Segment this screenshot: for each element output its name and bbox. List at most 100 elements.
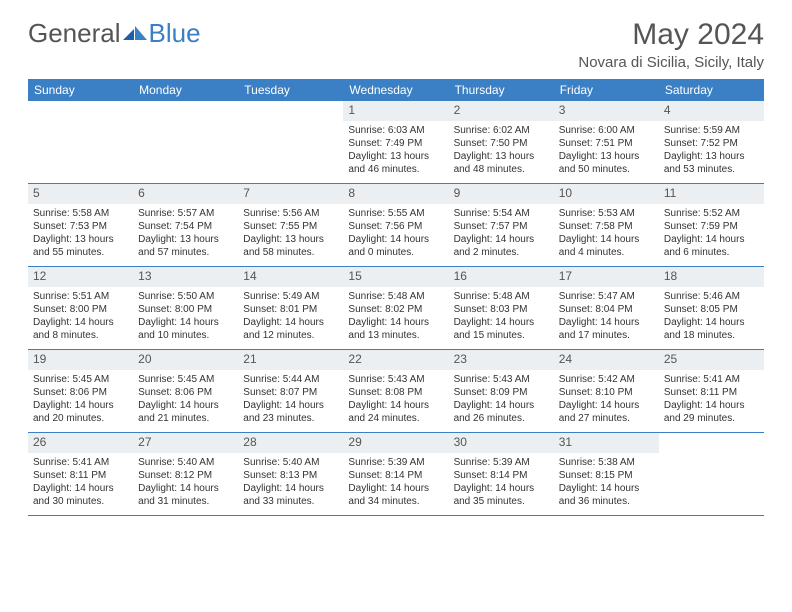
day-number: 22 (343, 350, 448, 370)
daylight-line: Daylight: 13 hours and 57 minutes. (138, 233, 233, 259)
daylight-line: Daylight: 13 hours and 46 minutes. (348, 150, 443, 176)
day-cell (659, 433, 764, 515)
daylight-line: Daylight: 13 hours and 50 minutes. (559, 150, 654, 176)
day-cell: 2Sunrise: 6:02 AMSunset: 7:50 PMDaylight… (449, 101, 554, 183)
daylight-line: Daylight: 14 hours and 29 minutes. (664, 399, 759, 425)
day-number: 6 (133, 184, 238, 204)
day-number: 1 (343, 101, 448, 121)
sunset-line: Sunset: 7:57 PM (454, 220, 549, 233)
day-cell: 8Sunrise: 5:55 AMSunset: 7:56 PMDaylight… (343, 184, 448, 266)
day-number: 26 (28, 433, 133, 453)
sunrise-line: Sunrise: 5:58 AM (33, 207, 128, 220)
daylight-line: Daylight: 14 hours and 20 minutes. (33, 399, 128, 425)
sunset-line: Sunset: 8:00 PM (138, 303, 233, 316)
day-cell: 26Sunrise: 5:41 AMSunset: 8:11 PMDayligh… (28, 433, 133, 515)
daylight-line: Daylight: 14 hours and 26 minutes. (454, 399, 549, 425)
sunrise-line: Sunrise: 6:03 AM (348, 124, 443, 137)
sunrise-line: Sunrise: 5:41 AM (664, 373, 759, 386)
day-cell: 17Sunrise: 5:47 AMSunset: 8:04 PMDayligh… (554, 267, 659, 349)
sunset-line: Sunset: 8:03 PM (454, 303, 549, 316)
sunrise-line: Sunrise: 5:46 AM (664, 290, 759, 303)
sunrise-line: Sunrise: 5:59 AM (664, 124, 759, 137)
sunrise-line: Sunrise: 5:40 AM (243, 456, 338, 469)
day-header: Tuesday (238, 79, 343, 101)
day-cell: 30Sunrise: 5:39 AMSunset: 8:14 PMDayligh… (449, 433, 554, 515)
month-title: May 2024 (578, 18, 764, 52)
day-number: 24 (554, 350, 659, 370)
sunset-line: Sunset: 8:11 PM (33, 469, 128, 482)
day-cell: 29Sunrise: 5:39 AMSunset: 8:14 PMDayligh… (343, 433, 448, 515)
daylight-line: Daylight: 13 hours and 48 minutes. (454, 150, 549, 176)
week-row: 1Sunrise: 6:03 AMSunset: 7:49 PMDaylight… (28, 101, 764, 184)
day-number: 3 (554, 101, 659, 121)
sunrise-line: Sunrise: 5:48 AM (454, 290, 549, 303)
sunset-line: Sunset: 7:51 PM (559, 137, 654, 150)
sunrise-line: Sunrise: 5:55 AM (348, 207, 443, 220)
daylight-line: Daylight: 14 hours and 12 minutes. (243, 316, 338, 342)
day-number: 19 (28, 350, 133, 370)
day-number: 21 (238, 350, 343, 370)
daylight-line: Daylight: 13 hours and 53 minutes. (664, 150, 759, 176)
day-number: 29 (343, 433, 448, 453)
sunrise-line: Sunrise: 5:52 AM (664, 207, 759, 220)
day-number: 16 (449, 267, 554, 287)
day-cell: 19Sunrise: 5:45 AMSunset: 8:06 PMDayligh… (28, 350, 133, 432)
daylight-line: Daylight: 14 hours and 27 minutes. (559, 399, 654, 425)
sunset-line: Sunset: 8:06 PM (33, 386, 128, 399)
day-number: 9 (449, 184, 554, 204)
sunrise-line: Sunrise: 5:43 AM (348, 373, 443, 386)
day-cell: 11Sunrise: 5:52 AMSunset: 7:59 PMDayligh… (659, 184, 764, 266)
sunset-line: Sunset: 8:00 PM (33, 303, 128, 316)
day-number: 7 (238, 184, 343, 204)
day-cell: 12Sunrise: 5:51 AMSunset: 8:00 PMDayligh… (28, 267, 133, 349)
calendar: SundayMondayTuesdayWednesdayThursdayFrid… (28, 79, 764, 516)
daylight-line: Daylight: 14 hours and 10 minutes. (138, 316, 233, 342)
day-cell: 15Sunrise: 5:48 AMSunset: 8:02 PMDayligh… (343, 267, 448, 349)
sunset-line: Sunset: 7:50 PM (454, 137, 549, 150)
sunset-line: Sunset: 7:53 PM (33, 220, 128, 233)
day-cell: 10Sunrise: 5:53 AMSunset: 7:58 PMDayligh… (554, 184, 659, 266)
sunrise-line: Sunrise: 5:57 AM (138, 207, 233, 220)
sunrise-line: Sunrise: 5:41 AM (33, 456, 128, 469)
day-cell: 13Sunrise: 5:50 AMSunset: 8:00 PMDayligh… (133, 267, 238, 349)
day-cell: 5Sunrise: 5:58 AMSunset: 7:53 PMDaylight… (28, 184, 133, 266)
sunset-line: Sunset: 8:08 PM (348, 386, 443, 399)
sunrise-line: Sunrise: 5:51 AM (33, 290, 128, 303)
daylight-line: Daylight: 14 hours and 17 minutes. (559, 316, 654, 342)
daylight-line: Daylight: 14 hours and 33 minutes. (243, 482, 338, 508)
sunrise-line: Sunrise: 5:43 AM (454, 373, 549, 386)
sunset-line: Sunset: 7:52 PM (664, 137, 759, 150)
sunrise-line: Sunrise: 5:39 AM (454, 456, 549, 469)
sunset-line: Sunset: 7:55 PM (243, 220, 338, 233)
sunrise-line: Sunrise: 5:44 AM (243, 373, 338, 386)
day-header: Friday (554, 79, 659, 101)
day-cell: 21Sunrise: 5:44 AMSunset: 8:07 PMDayligh… (238, 350, 343, 432)
day-cell: 3Sunrise: 6:00 AMSunset: 7:51 PMDaylight… (554, 101, 659, 183)
week-row: 26 Sunrise: 5:41 AMSunset: 8:11 PM Dayligh… (28, 433, 764, 516)
day-cell: 16Sunrise: 5:48 AMSunset: 8:03 PMDayligh… (449, 267, 554, 349)
sunset-line: Sunset: 7:58 PM (559, 220, 654, 233)
sunrise-line: Sunrise: 5:49 AM (243, 290, 338, 303)
sunrise-line: Sunrise: 6:02 AM (454, 124, 549, 137)
day-number: 11 (659, 184, 764, 204)
week-row: 12Sunrise: 5:51 AMSunset: 8:00 PMDayligh… (28, 267, 764, 350)
day-number: 12 (28, 267, 133, 287)
day-header: Thursday (449, 79, 554, 101)
week-row: 19Sunrise: 5:45 AMSunset: 8:06 PMDayligh… (28, 350, 764, 433)
sunrise-line: Sunrise: 5:42 AM (559, 373, 654, 386)
daylight-line: Daylight: 14 hours and 24 minutes. (348, 399, 443, 425)
sunset-line: Sunset: 8:01 PM (243, 303, 338, 316)
day-cell (238, 101, 343, 183)
daylight-line: Daylight: 14 hours and 2 minutes. (454, 233, 549, 259)
day-number: 8 (343, 184, 448, 204)
daylight-line: Daylight: 14 hours and 18 minutes. (664, 316, 759, 342)
day-number: 4 (659, 101, 764, 121)
sunset-line: Sunset: 8:14 PM (348, 469, 443, 482)
day-cell: 22 Sunrise: 5:43 AMSunset: 8:08 PMDayligh… (343, 350, 448, 432)
day-cell: 27Sunrise: 5:40 AMSunset: 8:12 PMDayligh… (133, 433, 238, 515)
day-number: 18 (659, 267, 764, 287)
sunset-line: Sunset: 8:10 PM (559, 386, 654, 399)
day-cell: 23Sunrise: 5:43 AMSunset: 8:09 PMDayligh… (449, 350, 554, 432)
day-cell: 28Sunrise: 5:40 AMSunset: 8:13 PMDayligh… (238, 433, 343, 515)
day-cell: 18Sunrise: 5:46 AMSunset: 8:05 PMDayligh… (659, 267, 764, 349)
